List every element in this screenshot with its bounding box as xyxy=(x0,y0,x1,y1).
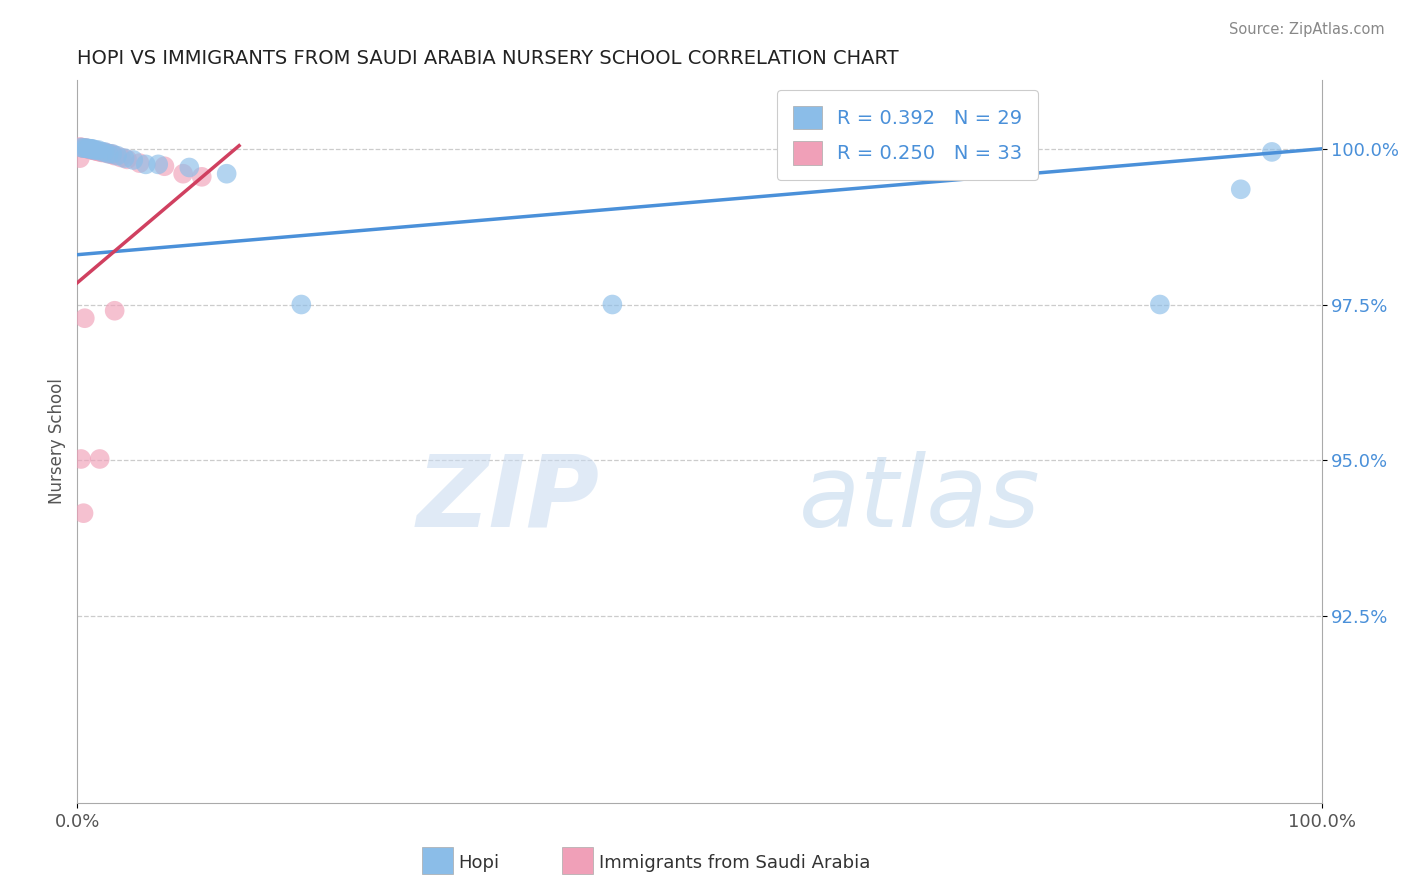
Point xyxy=(84,144,107,158)
Point xyxy=(73,141,96,155)
Point xyxy=(1149,297,1171,311)
Point xyxy=(128,156,150,170)
Point xyxy=(87,143,110,157)
Point xyxy=(104,303,127,318)
Point xyxy=(77,142,100,156)
Text: Source: ZipAtlas.com: Source: ZipAtlas.com xyxy=(1229,22,1385,37)
Point xyxy=(179,161,201,175)
Point xyxy=(110,151,132,165)
Point xyxy=(215,167,238,181)
Point xyxy=(148,157,170,171)
Point xyxy=(73,311,96,326)
Point xyxy=(72,506,94,520)
Point xyxy=(75,141,97,155)
Point xyxy=(83,143,105,157)
Point xyxy=(290,297,312,311)
Point xyxy=(91,145,114,160)
Text: Immigrants from Saudi Arabia: Immigrants from Saudi Arabia xyxy=(599,854,870,871)
Point xyxy=(86,145,108,159)
Point xyxy=(93,145,115,159)
Point xyxy=(79,142,101,156)
Point xyxy=(82,143,104,157)
Point xyxy=(98,146,121,161)
Point xyxy=(104,148,127,162)
Point xyxy=(77,142,100,156)
Point xyxy=(75,141,97,155)
Point xyxy=(70,452,93,467)
Point xyxy=(70,140,93,154)
Point xyxy=(135,157,157,171)
Legend: R = 0.392   N = 29, R = 0.250   N = 33: R = 0.392 N = 29, R = 0.250 N = 33 xyxy=(778,90,1038,180)
Point xyxy=(93,145,115,160)
Point xyxy=(84,143,107,157)
Text: atlas: atlas xyxy=(799,450,1040,548)
Point xyxy=(80,143,103,157)
Point xyxy=(97,146,120,161)
Point xyxy=(962,145,984,159)
Point xyxy=(72,140,94,154)
Point xyxy=(89,145,111,159)
Point xyxy=(83,143,105,157)
Point xyxy=(1229,182,1251,196)
Point xyxy=(76,141,98,155)
Point xyxy=(79,143,101,157)
Point xyxy=(101,146,124,161)
Point xyxy=(69,140,91,154)
Text: HOPI VS IMMIGRANTS FROM SAUDI ARABIA NURSERY SCHOOL CORRELATION CHART: HOPI VS IMMIGRANTS FROM SAUDI ARABIA NUR… xyxy=(77,48,898,68)
Point xyxy=(72,141,94,155)
Point xyxy=(80,142,103,156)
Point xyxy=(105,148,128,162)
Point xyxy=(191,169,214,184)
Point xyxy=(69,151,91,165)
Point xyxy=(122,153,145,167)
Point xyxy=(96,146,118,161)
Point xyxy=(89,452,111,467)
Point xyxy=(1261,145,1284,159)
Text: ZIP: ZIP xyxy=(418,450,600,548)
Y-axis label: Nursery School: Nursery School xyxy=(48,378,66,505)
Point xyxy=(91,145,114,159)
Point xyxy=(153,159,176,173)
Point xyxy=(115,153,138,167)
Point xyxy=(172,167,194,181)
Point xyxy=(838,161,860,175)
Point xyxy=(602,297,624,311)
Text: Hopi: Hopi xyxy=(458,854,499,871)
Point xyxy=(114,151,136,165)
Point xyxy=(82,142,104,156)
Point xyxy=(101,147,124,161)
Point xyxy=(76,142,98,156)
Point xyxy=(83,144,105,158)
Point xyxy=(72,141,94,155)
